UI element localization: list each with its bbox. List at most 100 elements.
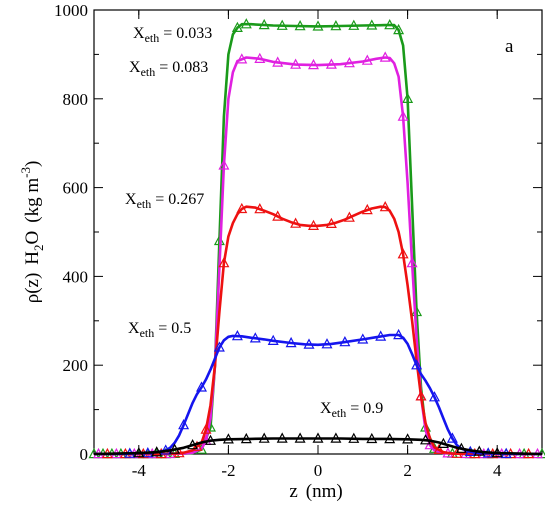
y-axis-unit-sup: -3 [18, 167, 33, 178]
series-marker [290, 58, 302, 69]
series-marker [348, 432, 360, 443]
series-marker [397, 248, 409, 259]
series-line-3 [94, 333, 542, 456]
series-marker [276, 19, 288, 30]
series-marker [231, 21, 243, 32]
x-axis-unit: (nm) [306, 481, 343, 502]
y-axis-species-end: O [22, 231, 43, 245]
series-3 [94, 328, 542, 458]
series-marker [379, 51, 391, 62]
series-marker [339, 336, 351, 347]
series-marker [415, 390, 427, 401]
series-marker [272, 210, 284, 221]
y-axis-species: H [22, 251, 43, 265]
y-tick-label: 400 [63, 267, 89, 286]
series-marker [343, 211, 355, 222]
series-marker [366, 432, 378, 444]
series-marker [330, 20, 342, 31]
x-axis-title: z (nm) [289, 481, 342, 502]
series-marker [325, 217, 337, 228]
series-marker [204, 434, 217, 445]
series-marker [312, 20, 324, 31]
series-marker [473, 445, 485, 456]
series-marker [384, 432, 396, 444]
x-tick-label: 4 [493, 461, 502, 480]
series-4 [93, 432, 543, 458]
series-marker [294, 432, 306, 443]
x-axis-main: z [289, 481, 297, 502]
series-marker [348, 19, 360, 30]
series-marker [236, 53, 248, 64]
series-marker [187, 439, 199, 450]
series-marker [330, 432, 342, 443]
series-marker [240, 432, 252, 444]
series-line-1 [94, 56, 542, 456]
series-marker [294, 20, 306, 31]
series-marker [446, 432, 458, 443]
series-marker [276, 432, 288, 443]
series-label-1: Xeth = 0.083 [129, 59, 208, 79]
series-line-0 [94, 22, 542, 456]
series-marker [178, 419, 190, 430]
series-marker [375, 330, 387, 341]
series-marker [357, 333, 369, 344]
series-marker [325, 58, 337, 69]
series-line-2 [94, 205, 542, 456]
series-marker [393, 23, 405, 35]
series-labels: Xeth = 0.033 Xeth = 0.083 Xeth = 0.267 X… [125, 25, 383, 420]
series-marker [267, 334, 279, 345]
series-marker [366, 19, 378, 30]
series-marker [397, 110, 409, 121]
series-marker [312, 432, 324, 443]
series-marker [213, 341, 225, 352]
y-axis-unit-open: (kg m [22, 178, 43, 223]
series-marker [343, 57, 355, 68]
series-marker [200, 423, 212, 434]
series-marker [222, 433, 234, 444]
y-axis-title: ρ(z) H2O (kg m-3) [18, 161, 46, 304]
series-label-0: Xeth = 0.033 [133, 25, 212, 45]
y-axis-unit-close: ) [22, 161, 43, 167]
series-marker [236, 202, 248, 214]
series-marker [254, 203, 266, 214]
series-marker [133, 447, 145, 458]
series-marker [393, 328, 405, 340]
series-marker [428, 391, 441, 402]
series-1 [92, 51, 544, 459]
series-marker [419, 434, 432, 445]
plot-frame [93, 9, 543, 455]
series-0 [88, 18, 545, 459]
series-marker [272, 56, 284, 67]
series-marker [195, 381, 208, 392]
series-marker [240, 18, 252, 29]
y-tick-label: 800 [63, 90, 89, 109]
series-marker [361, 203, 373, 215]
series-marker [402, 92, 414, 104]
series-marker [361, 54, 373, 65]
x-tick-label: 2 [403, 461, 412, 480]
series-label-3: Xeth = 0.5 [128, 320, 191, 340]
panel-label: a [505, 36, 514, 57]
series-marker [307, 219, 320, 230]
x-tick-label: -4 [132, 461, 147, 480]
series-marker [303, 338, 315, 349]
axis-ticks: -4 -2 0 2 4 0 200 400 600 800 1000 [54, 1, 542, 480]
series-label-2: Xeth = 0.267 [125, 191, 204, 211]
series-marker [218, 159, 230, 170]
series-marker [218, 257, 230, 268]
series-marker [402, 433, 414, 444]
series-marker [491, 447, 503, 458]
series-marker [258, 18, 270, 30]
y-tick-label: 1000 [54, 1, 88, 20]
series-marker [451, 447, 463, 458]
series-marker [151, 446, 163, 457]
series-marker [437, 437, 449, 448]
series-marker [258, 432, 270, 443]
series-marker [290, 217, 302, 228]
series-line-4 [93, 437, 543, 456]
series-marker [249, 332, 261, 343]
series-marker [406, 257, 418, 268]
series-label-4: Xeth = 0.9 [320, 400, 383, 420]
series-marker [307, 58, 320, 70]
